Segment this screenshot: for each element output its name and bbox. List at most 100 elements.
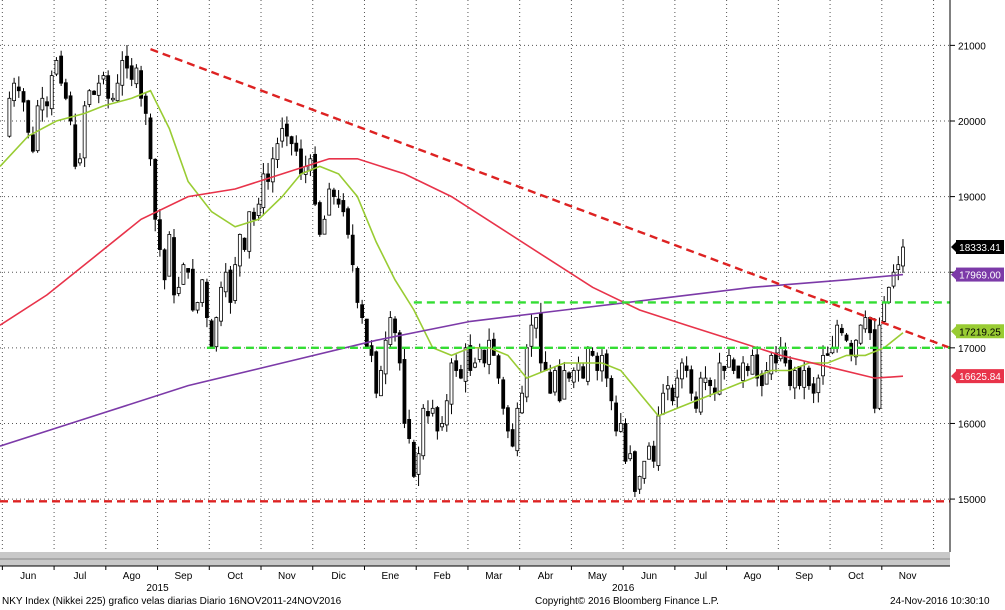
candle-body — [633, 451, 637, 492]
candle-body — [778, 347, 783, 360]
candle-body — [96, 82, 101, 96]
candle-body — [637, 475, 642, 490]
candle-body — [684, 365, 689, 371]
candle-body — [172, 237, 176, 296]
candle-body — [571, 370, 576, 383]
candle-body — [576, 362, 581, 371]
candle-body — [332, 189, 336, 198]
x-tick-label: Sep — [175, 571, 193, 582]
candle-body — [901, 246, 905, 267]
candle-body — [553, 370, 557, 393]
candle-body — [501, 379, 506, 409]
candle-body — [167, 234, 172, 277]
candle-body — [256, 203, 261, 217]
x-tick-label: Jul — [694, 571, 707, 582]
candle-body — [689, 369, 694, 394]
candle-body — [162, 249, 167, 281]
candle-body — [45, 101, 49, 107]
candle-body — [299, 148, 303, 175]
footer-copyright: Copyright© 2016 Bloomberg Finance L.P. — [535, 596, 719, 607]
candle-body — [369, 345, 374, 356]
candle-body — [891, 271, 896, 287]
candle-body — [647, 445, 651, 460]
candle-body — [26, 100, 31, 133]
candle-body — [223, 271, 228, 293]
candle-body — [585, 347, 590, 382]
candle-body — [416, 453, 421, 475]
candle-body — [200, 279, 205, 303]
last-value-pointer — [951, 326, 956, 337]
year-label: 2015 — [146, 583, 169, 594]
plot-background — [0, 0, 950, 552]
candle-body — [703, 377, 708, 383]
x-tick-label: Mar — [485, 571, 503, 582]
candle-body — [421, 407, 426, 457]
year-label: 2016 — [612, 583, 635, 594]
candle-body — [886, 286, 891, 304]
candle-body — [839, 327, 844, 334]
candle-body — [247, 211, 252, 252]
candle-body — [609, 378, 614, 402]
candle-body — [397, 332, 402, 364]
x-tick-label: Jun — [20, 571, 36, 582]
candle-body — [557, 366, 562, 402]
candle-body — [581, 366, 586, 379]
candle-body — [736, 365, 741, 379]
candle-body — [896, 264, 901, 270]
last-value-pointer — [951, 371, 956, 382]
candle-body — [562, 370, 567, 400]
candle-body — [755, 354, 760, 379]
candle-body — [642, 460, 647, 479]
footer-source: NKY Index (Nikkei 225) grafico velas dia… — [2, 596, 342, 607]
candle-body — [727, 354, 731, 368]
candle-body — [209, 320, 214, 349]
candle-body — [101, 75, 106, 80]
candles — [7, 45, 905, 497]
y-tick-label: 21000 — [958, 41, 986, 52]
last-value-text: 18333.41 — [959, 243, 1001, 254]
candle-body — [863, 317, 868, 330]
grid-lines — [0, 0, 950, 552]
candle-body — [289, 136, 294, 145]
x-tick-label: Nov — [899, 571, 917, 582]
candle-body — [40, 97, 45, 111]
candle-body — [538, 312, 543, 364]
y-tick-label: 16000 — [958, 419, 986, 430]
candle-body — [788, 359, 792, 387]
candle-body — [731, 359, 736, 371]
candle-body — [63, 82, 68, 99]
candle-body — [548, 371, 553, 394]
last-value-text: 16625.84 — [959, 372, 1001, 383]
x-tick-label: Oct — [848, 571, 864, 582]
candle-body — [49, 75, 54, 110]
last-value-pointer — [951, 242, 956, 253]
candle-body — [524, 347, 529, 398]
candle-body — [115, 82, 120, 102]
x-tick-label: Jun — [641, 571, 657, 582]
candle-body — [506, 407, 510, 432]
candle-body — [233, 264, 238, 301]
candle-body — [261, 173, 266, 209]
candle-body — [214, 317, 219, 348]
candle-body — [219, 286, 223, 322]
candle-body — [750, 354, 755, 375]
candle-body — [661, 392, 666, 415]
candle-body — [792, 370, 797, 389]
candle-body — [35, 105, 40, 152]
candle-body — [228, 269, 233, 303]
candle-body — [802, 370, 807, 388]
candle-body — [623, 423, 628, 462]
y-tick-label: 15000 — [958, 495, 986, 506]
y-tick-label: 20000 — [958, 117, 986, 128]
candle-body — [656, 415, 661, 467]
candle-body — [350, 234, 355, 266]
candle-body — [473, 362, 477, 368]
candle-body — [322, 218, 327, 235]
candle-body — [360, 304, 365, 318]
candle-body — [872, 329, 877, 409]
candle-body — [327, 188, 332, 216]
candle-body — [275, 143, 280, 160]
candle-body — [426, 411, 430, 417]
candle-body — [496, 355, 501, 379]
